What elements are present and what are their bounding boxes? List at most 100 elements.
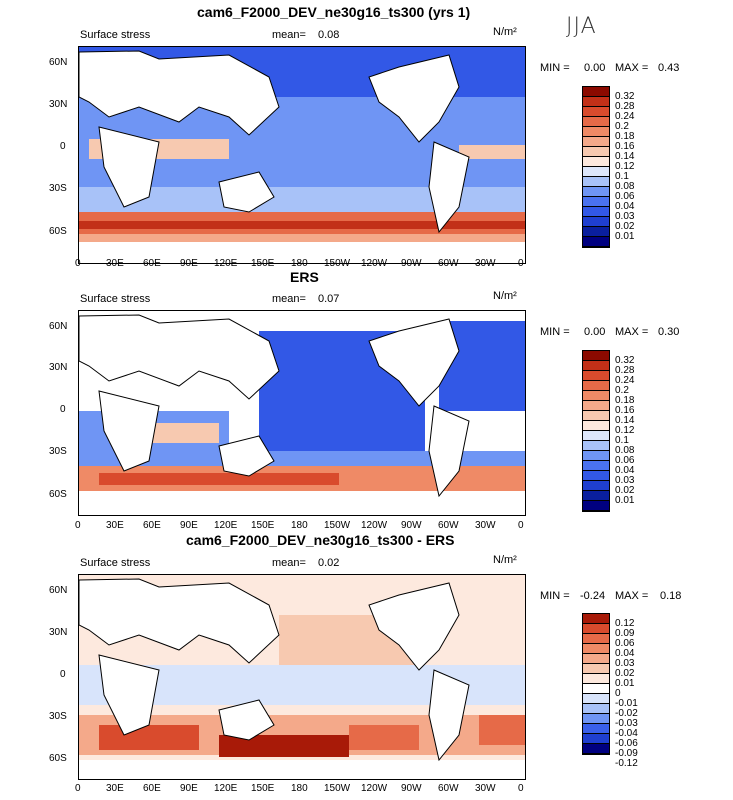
panel3-units: N/m²	[493, 554, 517, 566]
panel1-title: cam6_F2000_DEV_ne30g16_ts300 (yrs 1)	[197, 4, 471, 20]
colorbar-label: 0.12	[615, 425, 635, 436]
colorbar-label: 0.09	[615, 628, 635, 639]
colorbar-cell	[583, 461, 609, 471]
colorbar-cell	[583, 744, 609, 754]
p1-lon-0-end: 0	[518, 258, 524, 269]
panel1-mean-label: mean=	[272, 29, 306, 41]
colorbar-cell	[583, 217, 609, 227]
panel3-title: cam6_F2000_DEV_ne30g16_ts300 - ERS	[186, 532, 455, 548]
p1-lat-60n: 60N	[49, 57, 68, 68]
p1-lon-120e: 120E	[214, 258, 238, 269]
colorbar-cell	[583, 634, 609, 644]
colorbar-cell	[583, 614, 609, 624]
panel3-mean-value: 0.02	[318, 557, 340, 569]
p1-lon-180: 180	[291, 258, 308, 269]
colorbar-label: 0.2	[615, 121, 629, 132]
colorbar-cell	[583, 117, 609, 127]
panel3-max-label: MAX =	[615, 590, 649, 602]
p1-lon-90e: 90E	[180, 258, 198, 269]
panel2-colorbar: 0.32 0.28 0.24 0.2 0.18 0.16 0.14 0.12 0.1 0.08 0.…	[582, 350, 634, 512]
colorbar-label: -0.04	[615, 728, 638, 739]
p2-lon-60w: 60W	[438, 520, 459, 531]
panel1-variable: Surface stress	[80, 29, 151, 41]
p3-lon-120e: 120E	[214, 783, 238, 794]
p1-lon-120w: 120W	[361, 258, 388, 269]
colorbar-cell	[583, 451, 609, 461]
p3-lon-150e: 150E	[251, 783, 275, 794]
colorbar-label: 0.14	[615, 151, 635, 162]
panel2-mean-value: 0.07	[318, 293, 340, 305]
colorbar-label: 0.16	[615, 141, 635, 152]
p3-lon-60e: 60E	[143, 783, 161, 794]
p2-lat-30s: 30S	[49, 446, 67, 457]
p1-lon-150w: 150W	[324, 258, 351, 269]
colorbar-label: 0.24	[615, 111, 635, 122]
colorbar-label: 0.04	[615, 465, 635, 476]
colorbar-label: 0.2	[615, 385, 629, 396]
p1-lat-30n: 30N	[49, 99, 68, 110]
p2-lat-30n: 30N	[49, 362, 68, 373]
colorbar-cell	[583, 187, 609, 197]
panel2-mean-label: mean=	[272, 293, 306, 305]
p2-lon-120e: 120E	[214, 520, 238, 531]
p2-lon-30e: 30E	[106, 520, 124, 531]
colorbar-cell	[583, 431, 609, 441]
panel2-min-label: MIN =	[540, 326, 570, 338]
colorbar-label: 0.01	[615, 678, 635, 689]
p3-lat-30s: 30S	[49, 711, 67, 722]
p2-lon-120w: 120W	[361, 520, 388, 531]
colorbar-label: 0.06	[615, 191, 635, 202]
colorbar-label: 0.24	[615, 375, 635, 386]
colorbar-cell	[583, 421, 609, 431]
p3-lon-180: 180	[291, 783, 308, 794]
panel2-variable: Surface stress	[80, 293, 151, 305]
p1-lat-30s: 30S	[49, 183, 67, 194]
p2-lat-0: 0	[60, 404, 66, 415]
panel2-title: ERS	[290, 269, 319, 285]
colorbar-label: 0.03	[615, 658, 635, 669]
p3-lon-90w: 90W	[401, 783, 422, 794]
p2-lon-0: 0	[75, 520, 81, 531]
p3-lat-60s: 60S	[49, 753, 67, 764]
panel1-min-value: 0.00	[584, 62, 606, 74]
colorbar-cell	[583, 371, 609, 381]
p2-lon-60e: 60E	[143, 520, 161, 531]
colorbar-label: -0.03	[615, 718, 638, 729]
colorbar-label: 0.08	[615, 445, 635, 456]
panel2-min-value: 0.00	[584, 326, 606, 338]
p2-lon-30w: 30W	[475, 520, 496, 531]
colorbar-label: 0.1	[615, 435, 629, 446]
colorbar-cell	[583, 654, 609, 664]
colorbar-label: 0	[615, 688, 621, 699]
panel2-units: N/m²	[493, 290, 517, 302]
colorbar-label: 0.06	[615, 455, 635, 466]
colorbar-cell	[583, 734, 609, 744]
colorbar-label: 0.06	[615, 638, 635, 649]
p1-lon-150e: 150E	[251, 258, 275, 269]
p1-lon-60e: 60E	[143, 258, 161, 269]
colorbar-label: 0.02	[615, 221, 635, 232]
colorbar-cell	[583, 97, 609, 107]
colorbar-cell	[583, 351, 609, 361]
p2-lon-150e: 150E	[251, 520, 275, 531]
colorbar-label: 0.08	[615, 181, 635, 192]
colorbar-label: 0.01	[615, 495, 635, 506]
p3-lon-90e: 90E	[180, 783, 198, 794]
p1-lon-30w: 30W	[475, 258, 496, 269]
panel3-max-value: 0.18	[660, 590, 682, 602]
colorbar-label: 0.02	[615, 485, 635, 496]
colorbar-label: 0.04	[615, 201, 635, 212]
colorbar-cell	[583, 714, 609, 724]
p1-lon-90w: 90W	[401, 258, 422, 269]
p2-lat-60n: 60N	[49, 321, 68, 332]
p3-lon-150w: 150W	[324, 783, 351, 794]
colorbar-label: 0.18	[615, 395, 635, 406]
colorbar-cell	[583, 694, 609, 704]
colorbar-label: -0.12	[615, 758, 638, 769]
colorbar-label: 0.1	[615, 171, 629, 182]
panel3-map	[78, 574, 526, 780]
colorbar-cell	[583, 391, 609, 401]
colorbar-cell	[583, 704, 609, 714]
p3-lon-120w: 120W	[361, 783, 388, 794]
colorbar-cell	[583, 441, 609, 451]
